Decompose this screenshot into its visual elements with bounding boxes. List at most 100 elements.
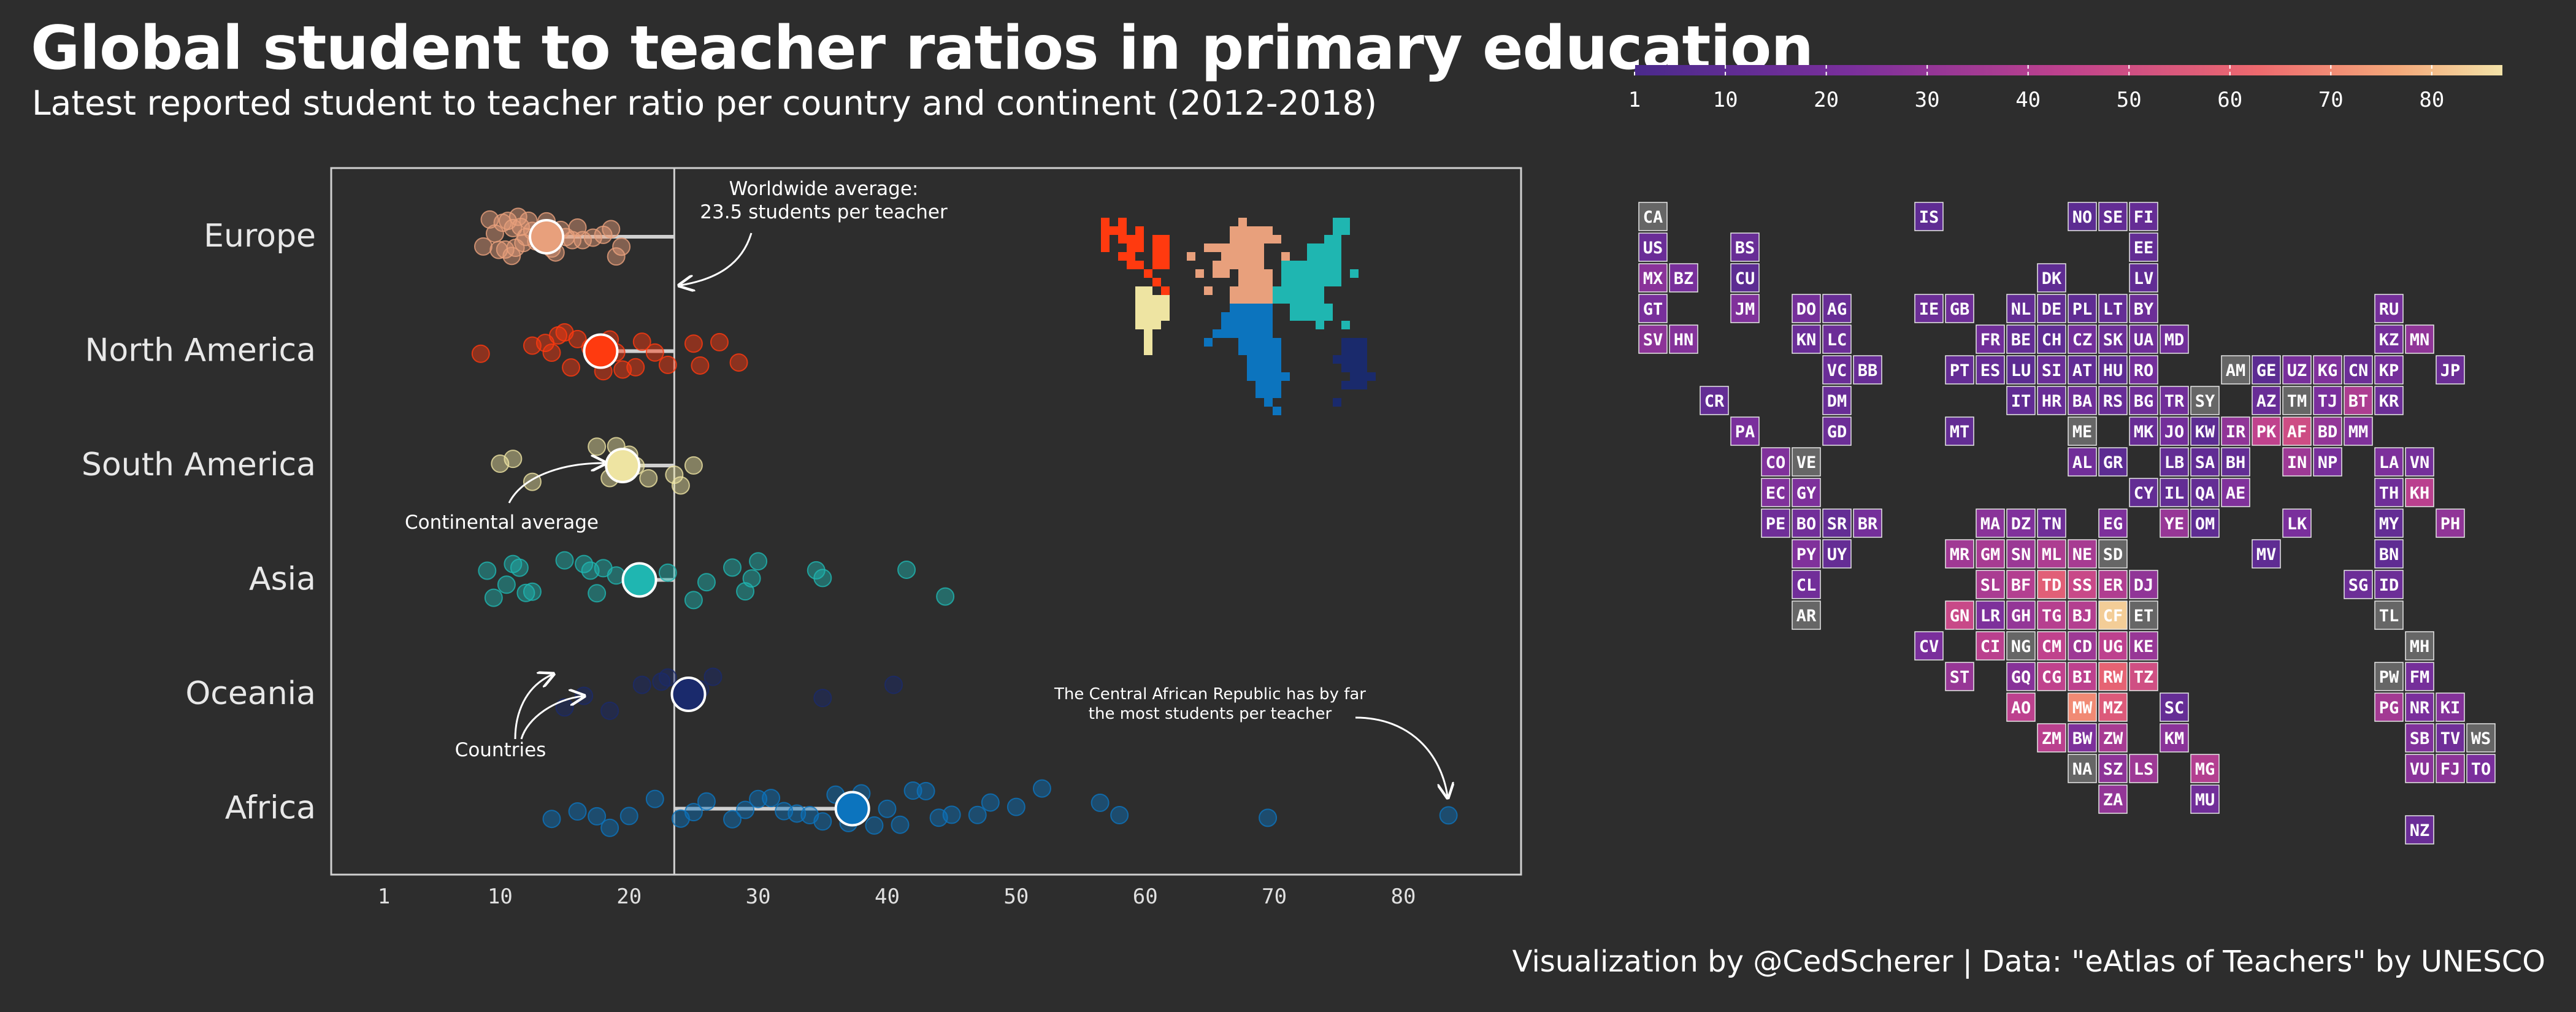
country-tile-cv: CV (1914, 631, 1944, 661)
country-tile-bz: BZ (1669, 263, 1698, 293)
country-tile-ru: RU (2374, 294, 2404, 323)
country-tile-et: ET (2129, 600, 2158, 630)
continent-average-dot (834, 791, 870, 827)
y-label-asia: Asia (249, 561, 316, 598)
country-point (497, 575, 516, 594)
country-tile-il: IL (2160, 478, 2189, 507)
country-tile-ee: EE (2129, 232, 2158, 262)
country-point (588, 807, 607, 826)
country-tile-kp: KP (2374, 355, 2404, 385)
country-tile-label: CY (2134, 484, 2154, 503)
country-tile-co: CO (1761, 447, 1790, 477)
country-tile-label: PA (1735, 423, 1755, 442)
country-tile-label: MV (2256, 545, 2277, 564)
country-tile-label: ET (2134, 607, 2154, 626)
country-tile-tm: TM (2282, 386, 2312, 415)
country-tile-label: VC (1827, 361, 1847, 380)
country-tile-bb: BB (1853, 355, 1882, 385)
country-point (697, 573, 716, 592)
country-tile-label: MK (2134, 423, 2154, 442)
country-tile-label: EC (1766, 484, 1786, 503)
country-tile-label: NL (2011, 300, 2031, 319)
country-tile-label: FM (2410, 668, 2430, 687)
country-point (600, 818, 619, 837)
country-tile-label: AZ (2256, 392, 2277, 411)
country-point (504, 218, 523, 237)
country-tile-label: IT (2011, 392, 2031, 411)
country-tile-zm: ZM (2037, 723, 2066, 753)
country-tile-ag: AG (1822, 294, 1852, 323)
country-tile-la: LA (2374, 447, 2404, 477)
country-point (884, 675, 903, 694)
country-tile-label: DZ (2011, 515, 2031, 534)
country-tile-label: NE (2072, 545, 2093, 564)
x-tick-label: 60 (1133, 884, 1158, 909)
country-point (1259, 808, 1278, 827)
country-tile-label: GB (1950, 300, 1970, 319)
country-point (813, 689, 832, 708)
country-tile-pa: PA (1730, 416, 1760, 446)
country-tile-label: ST (1950, 668, 1970, 687)
country-tile-dz: DZ (2006, 508, 2036, 538)
country-tile-ne: NE (2068, 539, 2097, 569)
country-point (903, 781, 922, 800)
country-tile-lr: LR (1976, 600, 2005, 630)
country-tile-label: PW (2379, 668, 2399, 687)
country-tile-zw: ZW (2098, 723, 2128, 753)
country-tile-ye: YE (2160, 508, 2189, 538)
country-tile-ec: EC (1761, 478, 1790, 507)
country-tile-cl: CL (1792, 570, 1821, 599)
country-tile-dj: DJ (2129, 570, 2158, 599)
country-tile-bs: BS (1730, 232, 1760, 262)
country-tile-np: NP (2313, 447, 2342, 477)
country-tile-label: YE (2164, 515, 2185, 534)
country-point (762, 789, 781, 808)
country-tile-ie: IE (1914, 294, 1944, 323)
country-tile-label: BF (2011, 576, 2031, 595)
country-tile-af: AF (2282, 416, 2312, 446)
country-tile-label: SA (2195, 453, 2215, 472)
country-tile-label: SN (2011, 545, 2031, 564)
country-tile-bh: BH (2221, 447, 2250, 477)
country-tile-label: UG (2103, 637, 2123, 656)
country-tile-label: PE (1766, 515, 1786, 534)
country-tile-label: MU (2195, 791, 2215, 810)
country-tile-label: NR (2410, 699, 2430, 718)
country-tile-es: ES (1976, 355, 2005, 385)
country-tile-label: MW (2072, 699, 2093, 718)
color-legend-ticks: 1 10 20 30 40 50 60 70 80 (1628, 65, 2444, 112)
country-tile-gn: GN (1945, 600, 1974, 630)
country-tile-label: KI (2440, 699, 2461, 718)
country-tile-label: AO (2011, 699, 2031, 718)
country-tile-lv: LV (2129, 263, 2158, 293)
country-tile-label: EG (2103, 515, 2123, 534)
country-tile-label: NO (2072, 208, 2093, 227)
country-tile-no: NO (2068, 202, 2097, 231)
country-tile-label: BB (1858, 361, 1878, 380)
country-tile-label: IE (1919, 300, 1939, 319)
country-tile-mu: MU (2190, 784, 2220, 814)
country-tile-bj: BJ (2068, 600, 2097, 630)
country-tile-label: TR (2164, 392, 2185, 411)
y-label-africa: Africa (225, 790, 316, 827)
country-tile-za: ZA (2098, 784, 2128, 814)
country-tile-tl: TL (2374, 600, 2404, 630)
country-tile-pw: PW (2374, 662, 2404, 691)
country-tile-bd: BD (2313, 416, 2342, 446)
country-tile-label: TV (2440, 729, 2461, 748)
country-tile-label: HN (1674, 331, 1694, 350)
country-tile-st: ST (1945, 662, 1974, 691)
country-tile-label: VN (2410, 453, 2430, 472)
country-tile-mh: MH (2405, 631, 2434, 661)
country-tile-cg: CG (2037, 662, 2066, 691)
country-point (478, 561, 497, 580)
country-tile-label: TH (2379, 484, 2399, 503)
country-tile-label: MH (2410, 637, 2430, 656)
country-tile-mn: MN (2405, 324, 2434, 354)
country-point (691, 356, 710, 375)
svg-text:Continental average: Continental average (405, 512, 599, 534)
country-tile-label: ZA (2103, 791, 2123, 810)
svg-text:Worldwide average:23.5 student: Worldwide average: 23.5 students per teac… (700, 178, 948, 223)
country-tile-mt: MT (1945, 416, 1974, 446)
country-point (813, 569, 832, 588)
